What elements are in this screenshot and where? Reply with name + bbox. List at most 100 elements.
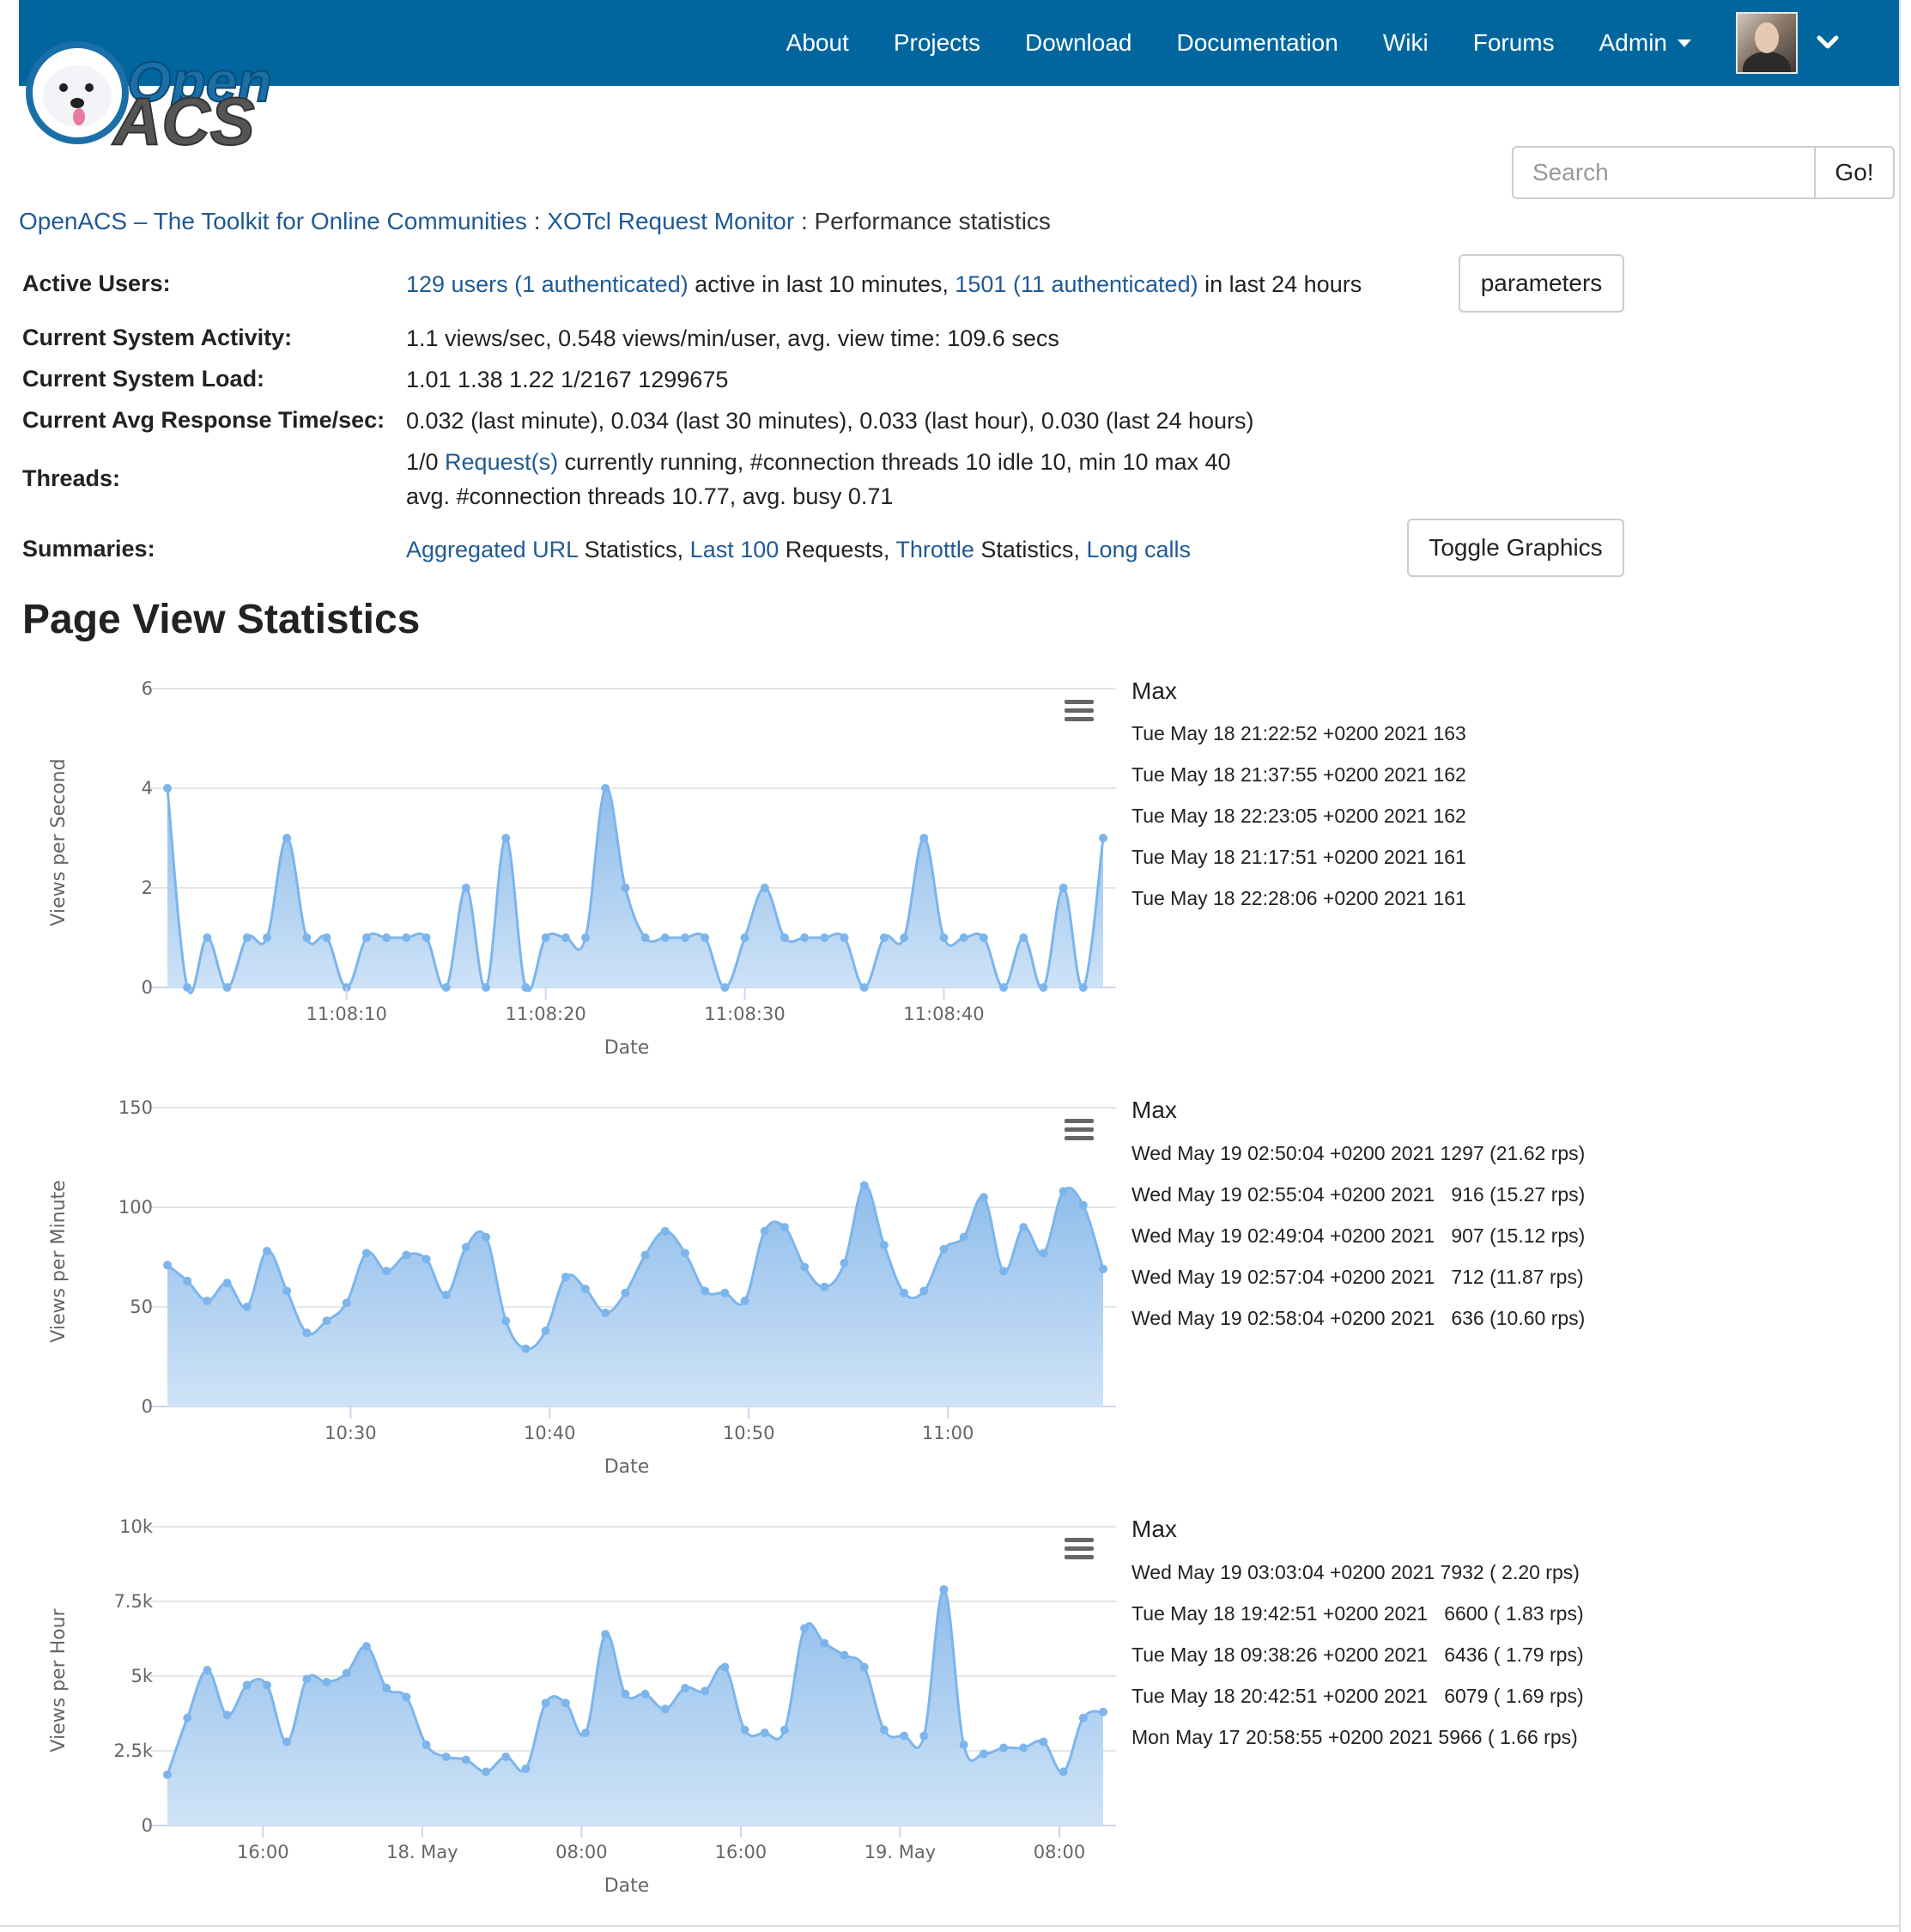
parameters-button[interactable]: parameters: [1459, 254, 1624, 313]
data-point[interactable]: [959, 1741, 968, 1750]
data-point[interactable]: [939, 933, 949, 942]
data-point[interactable]: [282, 1737, 292, 1747]
data-point[interactable]: [959, 933, 968, 942]
data-point[interactable]: [322, 1316, 331, 1326]
data-point[interactable]: [859, 1181, 869, 1190]
data-point[interactable]: [680, 933, 689, 942]
data-point[interactable]: [203, 933, 212, 942]
data-point[interactable]: [999, 983, 1009, 992]
data-point[interactable]: [441, 1752, 451, 1761]
data-point[interactable]: [601, 784, 610, 793]
data-point[interactable]: [1039, 1249, 1048, 1258]
data-point[interactable]: [800, 933, 810, 942]
data-point[interactable]: [1039, 983, 1048, 992]
data-point[interactable]: [1099, 834, 1107, 842]
data-point[interactable]: [820, 933, 829, 942]
data-point[interactable]: [1078, 1713, 1088, 1722]
data-point[interactable]: [1019, 933, 1028, 942]
chart-menu-icon[interactable]: [1061, 1534, 1097, 1563]
data-point[interactable]: [302, 1674, 312, 1684]
data-point[interactable]: [900, 1288, 909, 1297]
nav-projects[interactable]: Projects: [893, 29, 980, 56]
nav-documentation[interactable]: Documentation: [1176, 29, 1338, 56]
data-point[interactable]: [760, 1226, 769, 1236]
data-point[interactable]: [999, 1743, 1009, 1753]
data-point[interactable]: [501, 834, 511, 842]
data-point[interactable]: [900, 933, 909, 942]
data-point[interactable]: [242, 1680, 252, 1690]
data-point[interactable]: [760, 884, 769, 892]
nav-admin-dropdown[interactable]: Admin: [1599, 29, 1691, 57]
data-point[interactable]: [859, 1662, 869, 1672]
data-point[interactable]: [581, 933, 591, 942]
data-point[interactable]: [1059, 1187, 1068, 1196]
data-point[interactable]: [740, 1725, 749, 1735]
data-point[interactable]: [900, 1731, 909, 1741]
throttle-link[interactable]: Throttle: [895, 537, 974, 562]
data-point[interactable]: [660, 933, 670, 942]
data-point[interactable]: [800, 1262, 810, 1272]
data-point[interactable]: [1078, 1200, 1088, 1210]
data-point[interactable]: [422, 1741, 431, 1750]
data-point[interactable]: [183, 983, 192, 992]
data-point[interactable]: [720, 1288, 730, 1297]
breadcrumb-parent-link[interactable]: XOTcl Request Monitor: [547, 208, 795, 234]
data-point[interactable]: [382, 1683, 391, 1692]
data-point[interactable]: [302, 933, 312, 942]
data-point[interactable]: [581, 1285, 591, 1294]
data-point[interactable]: [441, 1291, 451, 1300]
data-point[interactable]: [461, 1242, 470, 1252]
data-point[interactable]: [640, 1250, 650, 1260]
breadcrumb-home-link[interactable]: OpenACS – The Toolkit for Online Communi…: [19, 208, 527, 234]
data-point[interactable]: [521, 1344, 531, 1353]
data-point[interactable]: [1099, 1707, 1107, 1716]
data-point[interactable]: [999, 1267, 1009, 1276]
data-point[interactable]: [820, 1638, 829, 1648]
data-point[interactable]: [222, 983, 232, 992]
chart-menu-icon[interactable]: [1061, 696, 1097, 725]
data-point[interactable]: [660, 1704, 670, 1714]
data-point[interactable]: [262, 1247, 271, 1256]
data-point[interactable]: [501, 1752, 511, 1761]
data-point[interactable]: [203, 1297, 212, 1306]
data-point[interactable]: [780, 933, 789, 942]
last-100-link[interactable]: Last 100: [689, 537, 780, 562]
data-point[interactable]: [640, 933, 650, 942]
data-point[interactable]: [501, 1316, 511, 1326]
data-point[interactable]: [859, 983, 869, 992]
data-point[interactable]: [1099, 1264, 1107, 1273]
user-menu[interactable]: [1736, 12, 1839, 74]
data-point[interactable]: [780, 1725, 789, 1735]
data-point[interactable]: [541, 1698, 550, 1708]
data-point[interactable]: [959, 1232, 968, 1242]
data-point[interactable]: [361, 1249, 371, 1258]
data-point[interactable]: [979, 933, 988, 942]
chart-menu-icon[interactable]: [1061, 1115, 1097, 1144]
data-point[interactable]: [541, 1326, 550, 1335]
data-point[interactable]: [441, 983, 451, 992]
data-point[interactable]: [621, 1288, 630, 1297]
data-point[interactable]: [322, 933, 331, 942]
data-point[interactable]: [680, 1683, 689, 1692]
data-point[interactable]: [660, 1226, 670, 1236]
data-point[interactable]: [879, 1725, 889, 1735]
data-point[interactable]: [163, 1261, 172, 1270]
nav-wiki[interactable]: Wiki: [1382, 29, 1429, 56]
data-point[interactable]: [1019, 1743, 1028, 1753]
data-point[interactable]: [402, 1692, 411, 1702]
data-point[interactable]: [879, 1241, 889, 1250]
data-point[interactable]: [222, 1710, 232, 1720]
data-point[interactable]: [939, 1585, 949, 1595]
data-point[interactable]: [422, 1255, 431, 1264]
data-point[interactable]: [561, 1273, 570, 1282]
data-point[interactable]: [740, 1297, 749, 1306]
user-avatar[interactable]: [1736, 12, 1798, 74]
data-point[interactable]: [242, 933, 252, 942]
openacs-logo[interactable]: Open ACS: [17, 34, 283, 150]
aggregated-url-link[interactable]: Aggregated URL: [406, 537, 579, 562]
data-point[interactable]: [422, 933, 431, 942]
data-point[interactable]: [203, 1666, 212, 1675]
data-point[interactable]: [621, 1689, 630, 1698]
search-go-button[interactable]: Go!: [1814, 146, 1895, 199]
long-calls-link[interactable]: Long calls: [1086, 537, 1192, 562]
